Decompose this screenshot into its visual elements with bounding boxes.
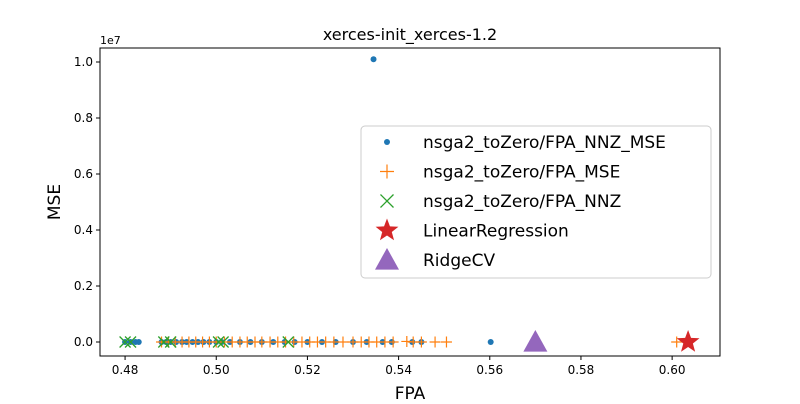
- legend-label: nsga2_toZero/FPA_NNZ: [423, 192, 621, 212]
- x-axis: 0.48 0.50 0.52 0.54 0.56 0.58 0.60: [112, 356, 686, 377]
- legend-marker: [380, 164, 394, 179]
- legend-entry: nsga2_toZero/FPA_MSE: [380, 163, 620, 183]
- x-tick-label: 0.60: [659, 363, 686, 377]
- legend-entry: RidgeCV: [375, 248, 495, 271]
- x-axis-label: FPA: [395, 384, 426, 400]
- legend-label: RidgeCV: [423, 251, 495, 271]
- series-plus: [156, 335, 683, 348]
- legend: nsga2_toZero/FPA_NNZ_MSE nsga2_toZero/FPA…: [360, 125, 712, 279]
- legend-marker: [384, 139, 390, 145]
- x-tick-label: 0.50: [203, 363, 230, 377]
- data-point: [119, 336, 132, 348]
- plot-markers: [119, 56, 700, 352]
- y-axis: 0.0 0.2 0.4 0.6 0.8 1.0: [74, 55, 100, 349]
- data-point: [337, 336, 349, 348]
- y-tick-label: 0.6: [74, 167, 93, 181]
- legend-label: nsga2_toZero/FPA_NNZ_MSE: [423, 133, 666, 153]
- data-point: [370, 56, 377, 63]
- y-tick-label: 0.0: [74, 335, 93, 349]
- data-point: [487, 339, 494, 345]
- legend-entry: LinearRegression: [375, 218, 569, 242]
- data-point: [387, 336, 399, 348]
- x-tick-label: 0.48: [112, 363, 139, 377]
- data-point: [440, 336, 452, 348]
- legend-marker: [375, 218, 399, 241]
- legend-entry: nsga2_toZero/FPA_NNZ: [380, 192, 621, 212]
- data-point: [523, 330, 548, 352]
- x-tick-label: 0.54: [385, 363, 412, 377]
- x-tick-label: 0.58: [568, 363, 595, 377]
- x-tick-label: 0.56: [476, 363, 503, 377]
- plot-frame: [99, 47, 721, 357]
- chart-title: xerces-init_xerces-1.2: [323, 25, 497, 45]
- legend-marker: [380, 194, 394, 208]
- legend-label: LinearRegression: [423, 222, 569, 242]
- data-point: [164, 336, 177, 348]
- y-tick-label: 1.0: [74, 55, 93, 69]
- y-tick-label: 0.8: [74, 111, 93, 125]
- data-point: [217, 336, 230, 348]
- data-point: [429, 336, 441, 348]
- data-point: [671, 336, 683, 348]
- series-star: [676, 330, 700, 352]
- legend-frame: [360, 125, 712, 279]
- legend-entry: nsga2_toZero/FPA_NNZ_MSE: [384, 133, 666, 153]
- data-point: [415, 336, 427, 348]
- series-x: [119, 336, 295, 348]
- y-axis-label: MSE: [45, 184, 65, 220]
- data-point: [676, 330, 700, 352]
- y-tick-label: 0.2: [74, 279, 93, 293]
- data-point: [282, 336, 295, 348]
- data-point: [212, 336, 225, 348]
- x-tick-label: 0.52: [294, 363, 321, 377]
- data-point: [135, 339, 142, 345]
- y-scale-multiplier: 1e7: [100, 34, 121, 47]
- series-triangle: [523, 330, 548, 352]
- data-point: [124, 336, 137, 348]
- y-tick-label: 0.4: [74, 223, 93, 237]
- legend-label: nsga2_toZero/FPA_MSE: [423, 163, 620, 183]
- legend-marker: [375, 248, 399, 270]
